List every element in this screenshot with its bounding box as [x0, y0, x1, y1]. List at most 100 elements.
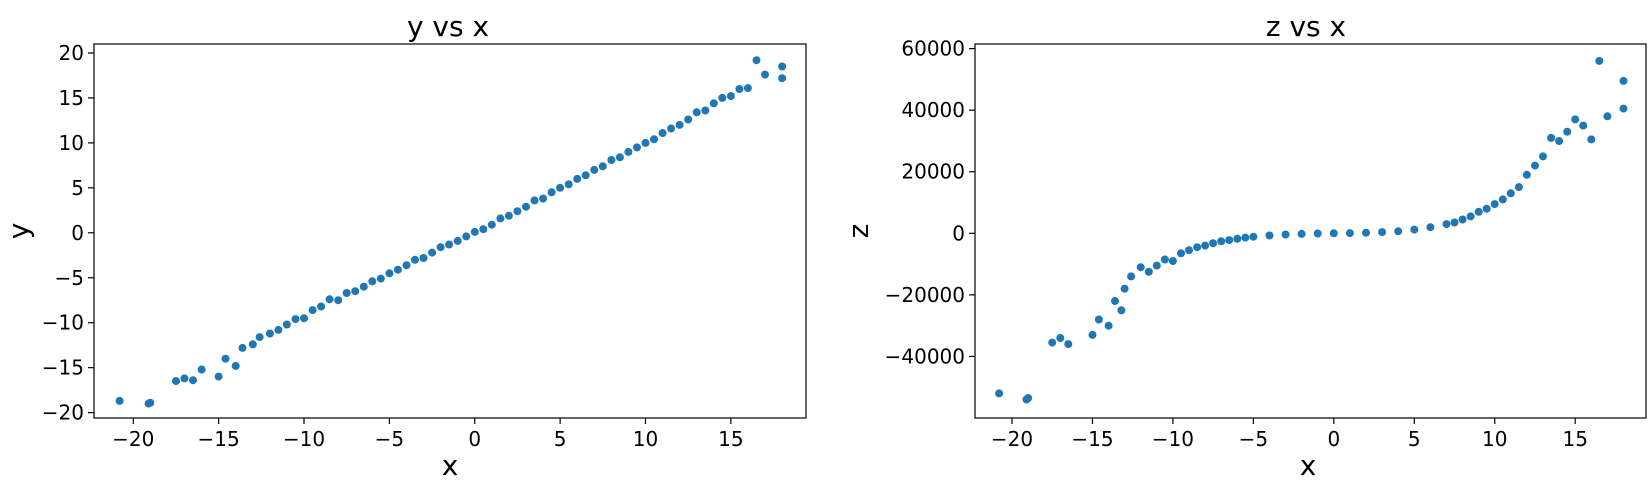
- x-tick-label: 10: [1482, 427, 1507, 451]
- data-point: [1111, 297, 1119, 305]
- y-ticks: −20 −15 −10 −5 0 5 10 15 20: [42, 41, 94, 425]
- data-point: [1117, 306, 1126, 315]
- data-point: [1394, 227, 1403, 236]
- data-point: [1482, 204, 1491, 213]
- data-point: [1233, 234, 1242, 243]
- y-tick-label: 5: [71, 176, 84, 200]
- y-axis-label: y: [2, 223, 35, 240]
- x-tick-label: −5: [1239, 427, 1268, 451]
- x-axis-label: x: [1300, 449, 1317, 482]
- data-point: [701, 106, 710, 115]
- data-point: [1160, 255, 1169, 264]
- data-point: [1281, 230, 1290, 239]
- plot-frame: [93, 43, 807, 419]
- x-tick-label: −20: [991, 427, 1033, 451]
- x-tick-label: 0: [1327, 427, 1340, 451]
- data-point: [1088, 330, 1097, 339]
- data-point: [325, 295, 334, 304]
- data-point: [504, 211, 513, 220]
- data-point: [197, 365, 206, 374]
- data-point: [564, 180, 573, 189]
- plot-frame: [974, 43, 1647, 419]
- data-point: [778, 62, 787, 71]
- y-tick-label: 15: [59, 86, 84, 110]
- data-point: [1249, 232, 1258, 241]
- data-point: [735, 85, 744, 93]
- x-tick-label: 15: [718, 427, 743, 451]
- data-point: [650, 135, 658, 144]
- data-point: [265, 329, 274, 338]
- data-point: [641, 138, 650, 147]
- x-tick-label: −10: [1152, 427, 1194, 451]
- data-point: [1209, 239, 1218, 248]
- data-point: [1177, 249, 1185, 258]
- data-point: [255, 333, 264, 342]
- data-point: [1595, 56, 1604, 65]
- data-point: [1563, 127, 1572, 136]
- data-point: [1514, 183, 1523, 192]
- data-point: [1498, 195, 1507, 204]
- data-point: [539, 194, 548, 203]
- data-point: [317, 302, 326, 311]
- data-point: [1458, 215, 1467, 224]
- x-tick-label: 5: [1408, 427, 1421, 451]
- data-point: [530, 196, 539, 205]
- data-point: [624, 147, 633, 156]
- data-point: [180, 374, 189, 383]
- data-point: [462, 232, 471, 241]
- data-point: [300, 314, 308, 323]
- data-point: [1490, 200, 1499, 209]
- y-tick-label: 20: [59, 41, 84, 65]
- data-point: [453, 236, 462, 245]
- data-point: [172, 377, 180, 386]
- data-point: [1185, 246, 1193, 255]
- data-point: [1603, 112, 1612, 121]
- data-point: [1579, 121, 1588, 130]
- data-point: [221, 354, 230, 363]
- data-point: [1048, 338, 1057, 347]
- y-tick-label: 20000: [901, 160, 965, 184]
- data-point: [1571, 115, 1580, 124]
- data-point: [1265, 231, 1274, 240]
- x-tick-label: −20: [112, 427, 154, 451]
- data-point: [1201, 241, 1210, 250]
- y-tick-label: −15: [42, 356, 84, 380]
- y-tick-label: −10: [42, 311, 84, 335]
- data-point: [1297, 229, 1306, 238]
- data-point: [1313, 229, 1322, 238]
- data-point: [238, 343, 247, 352]
- data-point: [1329, 229, 1338, 238]
- data-point: [231, 361, 240, 370]
- data-point: [1120, 284, 1129, 293]
- data-point: [1064, 340, 1073, 349]
- chart-title: y vs x: [407, 10, 489, 43]
- data-point: [308, 306, 317, 315]
- data-point: [487, 220, 496, 229]
- y-tick-label: −20000: [885, 283, 965, 307]
- data-point: [1474, 207, 1483, 216]
- data-point: [995, 389, 1004, 398]
- data-point: [513, 207, 522, 216]
- data-point: [761, 70, 769, 79]
- data-point: [1362, 228, 1370, 237]
- data-point: [1241, 233, 1250, 242]
- data-point: [684, 115, 693, 124]
- data-point: [658, 129, 667, 137]
- data-point: [1587, 135, 1596, 144]
- y-tick-label: 60000: [901, 37, 965, 61]
- data-point: [1168, 257, 1177, 265]
- data-point: [675, 120, 684, 129]
- data-point: [615, 153, 624, 162]
- x-ticks: −20 −15 −10 −5 0 5 10 15: [112, 418, 744, 451]
- y-ticks: −40000 −20000 0 20000 40000 60000: [885, 37, 975, 368]
- data-point: [1619, 76, 1628, 85]
- data-point: [1056, 334, 1065, 342]
- x-tick-label: 10: [633, 427, 658, 451]
- x-tick-label: 5: [554, 427, 567, 451]
- data-point: [1136, 263, 1145, 272]
- data-point: [522, 202, 530, 211]
- data-point: [419, 254, 428, 262]
- y-tick-label: 10: [59, 131, 84, 155]
- data-point: [189, 376, 197, 385]
